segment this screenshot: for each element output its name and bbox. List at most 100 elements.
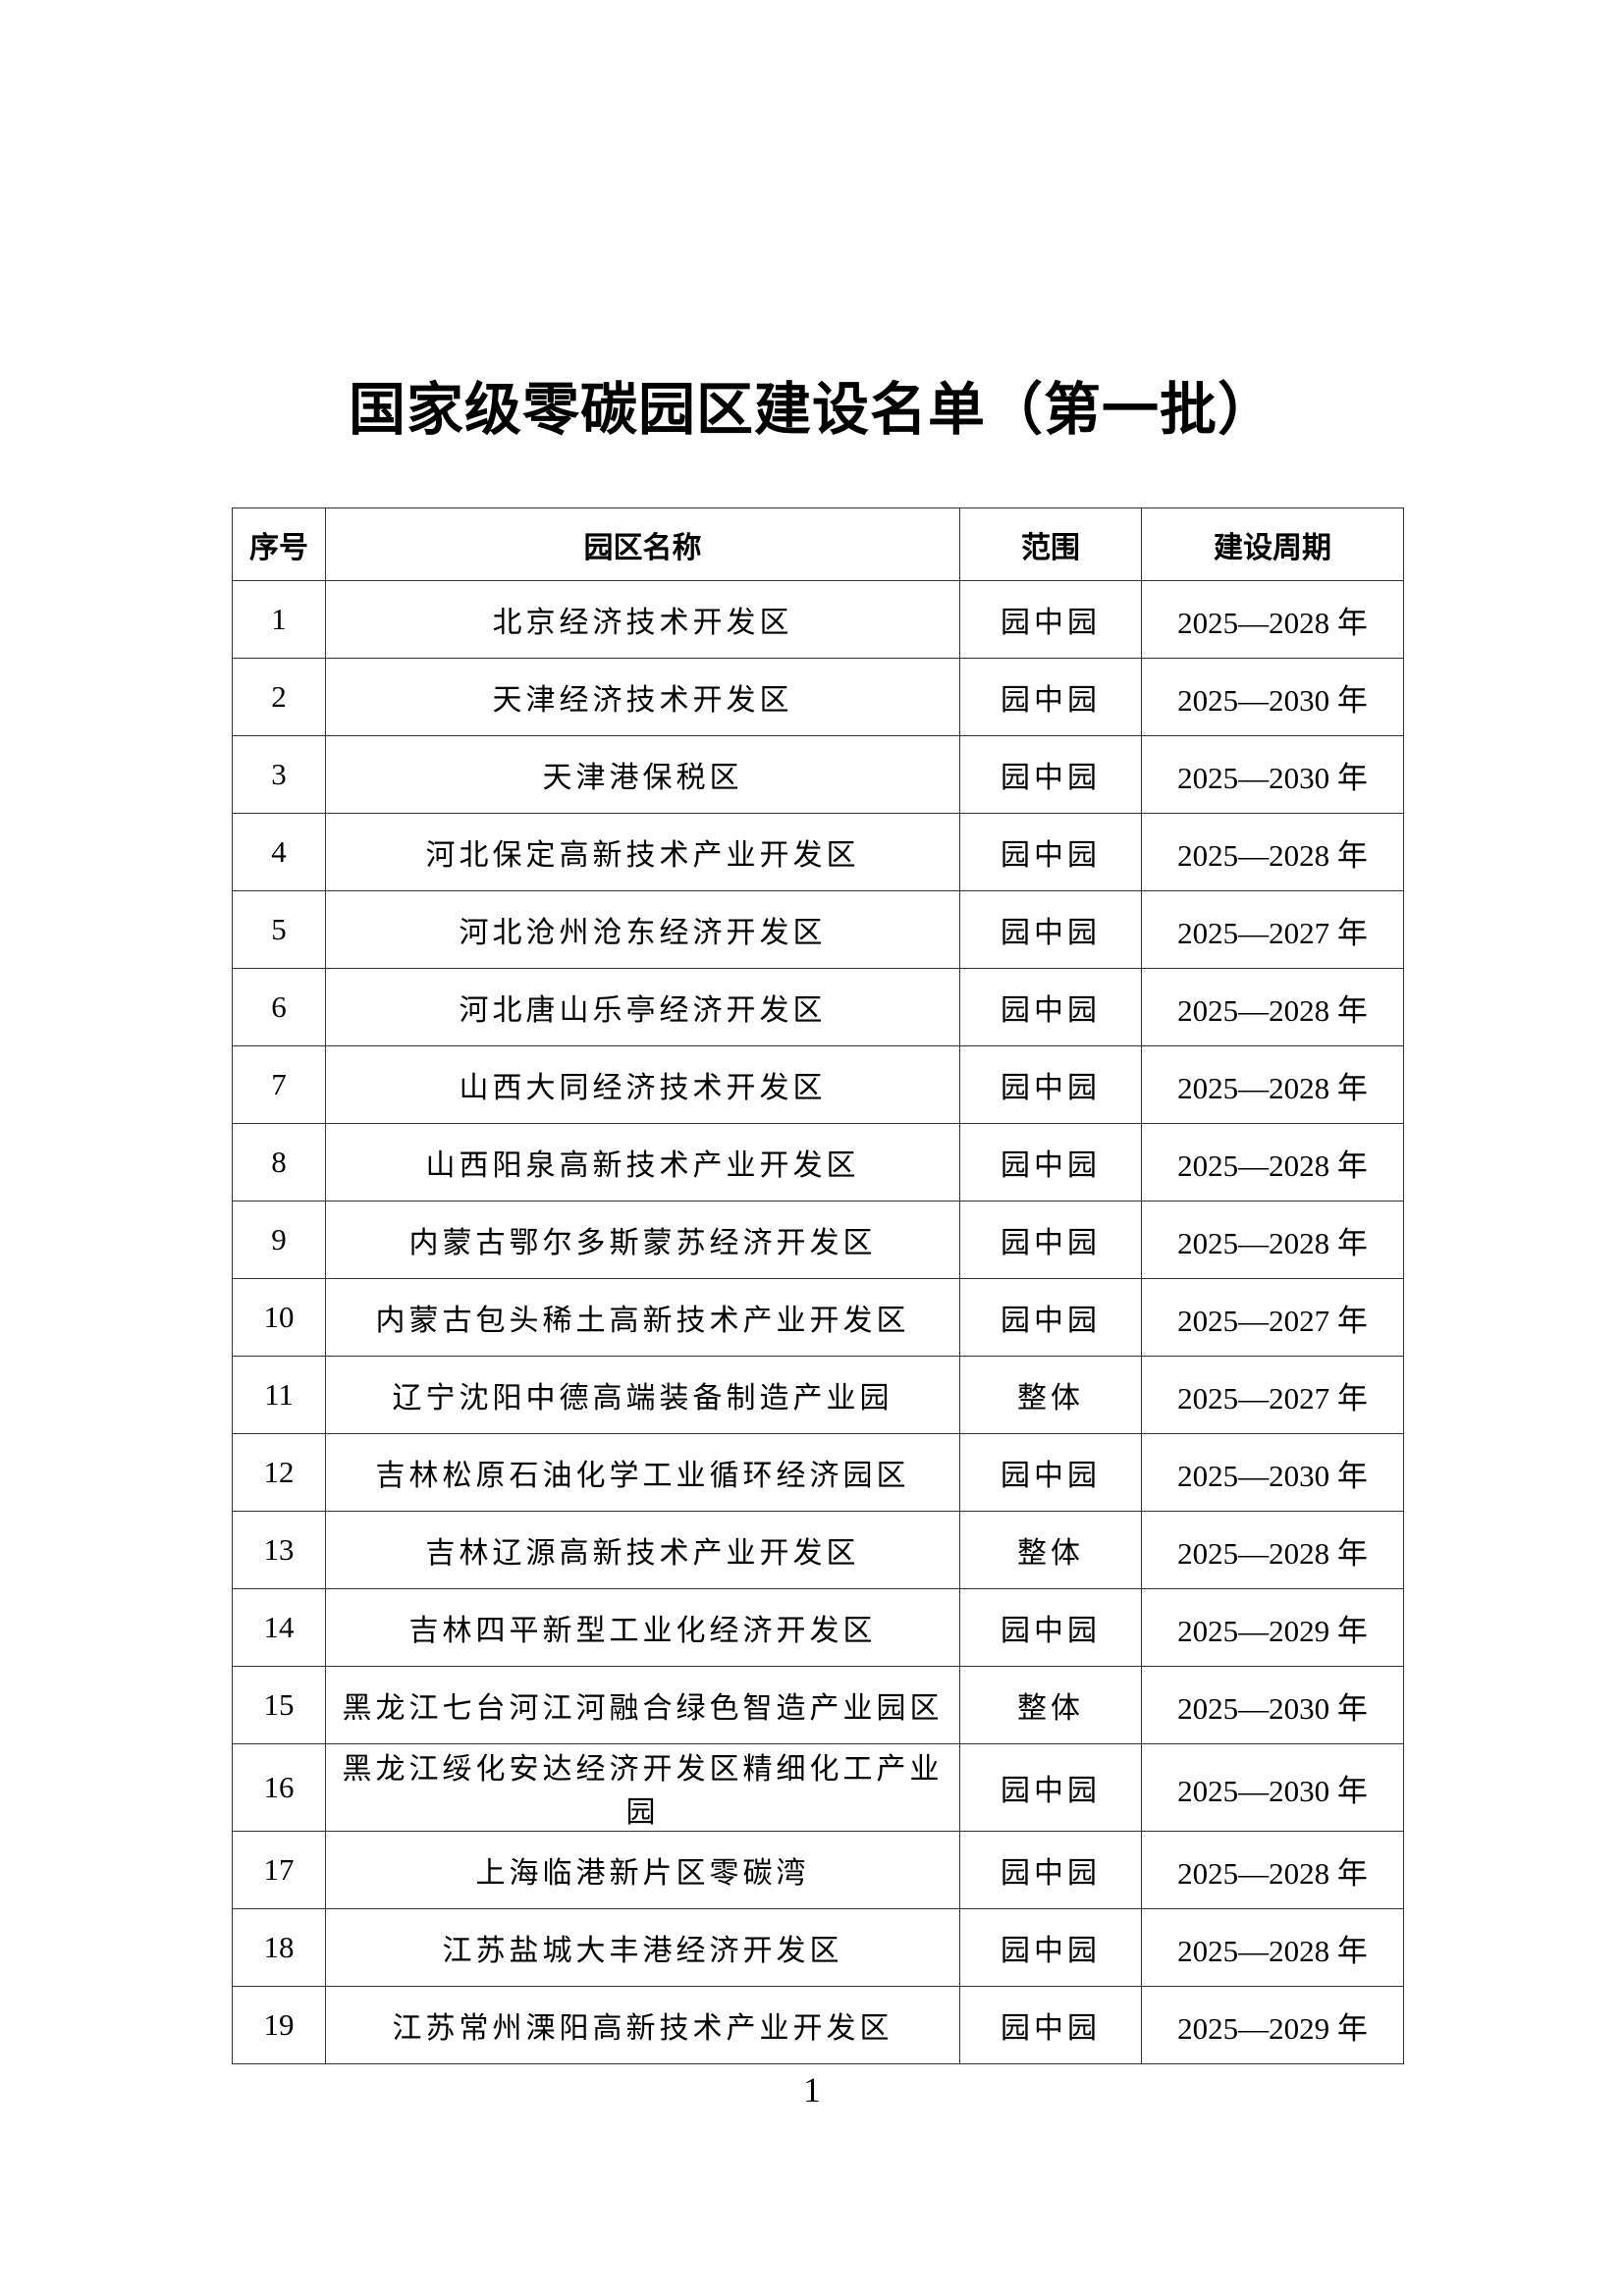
construction-period: 2025—2028 年 <box>1141 1045 1404 1124</box>
table-row: 10 内蒙古包头稀土高新技术产业开发区 园中园 2025—2027 年 <box>232 1278 1404 1357</box>
table-row: 11 辽宁沈阳中德高端装备制造产业园 整体 2025—2027 年 <box>232 1356 1404 1434</box>
row-number: 8 <box>232 1123 326 1201</box>
table-row: 7 山西大同经济技术开发区 园中园 2025—2028 年 <box>232 1045 1404 1124</box>
park-scope: 园中园 <box>959 813 1142 891</box>
construction-period: 2025—2030 年 <box>1141 1743 1404 1832</box>
row-number: 4 <box>232 813 326 891</box>
park-scope: 园中园 <box>959 1433 1142 1512</box>
park-scope: 园中园 <box>959 1831 1142 1909</box>
park-name: 辽宁沈阳中德高端装备制造产业园 <box>325 1356 960 1434</box>
construction-period: 2025—2027 年 <box>1141 1278 1404 1357</box>
table-row: 2 天津经济技术开发区 园中园 2025—2030 年 <box>232 658 1404 736</box>
park-name: 黑龙江七台河江河融合绿色智造产业园区 <box>325 1666 960 1744</box>
park-name: 吉林辽源高新技术产业开发区 <box>325 1511 960 1589</box>
park-scope: 园中园 <box>959 1588 1142 1667</box>
row-number: 6 <box>232 968 326 1046</box>
construction-period: 2025—2028 年 <box>1141 1831 1404 1909</box>
table-row: 12 吉林松原石油化学工业循环经济园区 园中园 2025—2030 年 <box>232 1433 1404 1512</box>
header-park-name: 园区名称 <box>325 507 960 581</box>
table-row: 17 上海临港新片区零碳湾 园中园 2025—2028 年 <box>232 1831 1404 1909</box>
park-name: 山西大同经济技术开发区 <box>325 1045 960 1124</box>
park-scope: 园中园 <box>959 580 1142 659</box>
park-name: 河北唐山乐亭经济开发区 <box>325 968 960 1046</box>
construction-period: 2025—2030 年 <box>1141 735 1404 814</box>
row-number: 7 <box>232 1045 326 1124</box>
construction-period: 2025—2030 年 <box>1141 658 1404 736</box>
park-scope: 整体 <box>959 1666 1142 1744</box>
row-number: 10 <box>232 1278 326 1357</box>
park-name: 天津港保税区 <box>325 735 960 814</box>
table-header-row: 序号 园区名称 范围 建设周期 <box>232 507 1404 581</box>
header-period: 建设周期 <box>1141 507 1404 581</box>
construction-period: 2025—2028 年 <box>1141 1123 1404 1201</box>
page-number: 1 <box>803 2070 821 2109</box>
table-row: 4 河北保定高新技术产业开发区 园中园 2025—2028 年 <box>232 813 1404 891</box>
row-number: 16 <box>232 1743 326 1832</box>
park-scope: 整体 <box>959 1511 1142 1589</box>
table-row: 1 北京经济技术开发区 园中园 2025—2028 年 <box>232 580 1404 659</box>
park-name: 江苏盐城大丰港经济开发区 <box>325 1908 960 1987</box>
table-row: 15 黑龙江七台河江河融合绿色智造产业园区 整体 2025—2030 年 <box>232 1666 1404 1744</box>
table-row: 16 黑龙江绥化安达经济开发区精细化工产业园 园中园 2025—2030 年 <box>232 1743 1404 1832</box>
park-scope: 园中园 <box>959 890 1142 969</box>
document-title: 国家级零碳园区建设名单（第一批） <box>348 376 1275 443</box>
row-number: 5 <box>232 890 326 969</box>
construction-period: 2025—2030 年 <box>1141 1666 1404 1744</box>
park-name: 黑龙江绥化安达经济开发区精细化工产业园 <box>325 1743 960 1832</box>
row-number: 18 <box>232 1908 326 1987</box>
park-scope: 整体 <box>959 1356 1142 1434</box>
table-row: 6 河北唐山乐亭经济开发区 园中园 2025—2028 年 <box>232 968 1404 1046</box>
table-row: 5 河北沧州沧东经济开发区 园中园 2025—2027 年 <box>232 890 1404 969</box>
park-name: 吉林四平新型工业化经济开发区 <box>325 1588 960 1667</box>
park-scope: 园中园 <box>959 658 1142 736</box>
park-name: 内蒙古包头稀土高新技术产业开发区 <box>325 1278 960 1357</box>
park-name: 江苏常州溧阳高新技术产业开发区 <box>325 1986 960 2064</box>
row-number: 2 <box>232 658 326 736</box>
park-name: 天津经济技术开发区 <box>325 658 960 736</box>
header-scope: 范围 <box>959 507 1142 581</box>
row-number: 9 <box>232 1201 326 1279</box>
park-name: 内蒙古鄂尔多斯蒙苏经济开发区 <box>325 1201 960 1279</box>
park-scope: 园中园 <box>959 1908 1142 1987</box>
park-scope: 园中园 <box>959 735 1142 814</box>
park-name: 北京经济技术开发区 <box>325 580 960 659</box>
row-number: 15 <box>232 1666 326 1744</box>
park-name: 吉林松原石油化学工业循环经济园区 <box>325 1433 960 1512</box>
row-number: 12 <box>232 1433 326 1512</box>
row-number: 3 <box>232 735 326 814</box>
row-number: 11 <box>232 1356 326 1434</box>
park-scope: 园中园 <box>959 1201 1142 1279</box>
construction-period: 2025—2027 年 <box>1141 890 1404 969</box>
construction-period: 2025—2028 年 <box>1141 813 1404 891</box>
table-row: 19 江苏常州溧阳高新技术产业开发区 园中园 2025—2029 年 <box>232 1986 1404 2064</box>
row-number: 17 <box>232 1831 326 1909</box>
table-row: 13 吉林辽源高新技术产业开发区 整体 2025—2028 年 <box>232 1511 1404 1589</box>
park-name: 上海临港新片区零碳湾 <box>325 1831 960 1909</box>
table-row: 8 山西阳泉高新技术产业开发区 园中园 2025—2028 年 <box>232 1123 1404 1201</box>
construction-period: 2025—2029 年 <box>1141 1588 1404 1667</box>
construction-period: 2025—2028 年 <box>1141 1201 1404 1279</box>
park-list-table: 序号 园区名称 范围 建设周期 1 北京经济技术开发区 园中园 2025—2028 年… <box>232 507 1404 2064</box>
park-name: 河北沧州沧东经济开发区 <box>325 890 960 969</box>
table-row: 9 内蒙古鄂尔多斯蒙苏经济开发区 园中园 2025—2028 年 <box>232 1201 1404 1279</box>
table-row: 3 天津港保税区 园中园 2025—2030 年 <box>232 735 1404 814</box>
construction-period: 2025—2028 年 <box>1141 1511 1404 1589</box>
row-number: 19 <box>232 1986 326 2064</box>
park-scope: 园中园 <box>959 968 1142 1046</box>
row-number: 14 <box>232 1588 326 1667</box>
row-number: 13 <box>232 1511 326 1589</box>
park-scope: 园中园 <box>959 1045 1142 1124</box>
construction-period: 2025—2027 年 <box>1141 1356 1404 1434</box>
construction-period: 2025—2028 年 <box>1141 580 1404 659</box>
row-number: 1 <box>232 580 326 659</box>
construction-period: 2025—2028 年 <box>1141 968 1404 1046</box>
construction-period: 2025—2028 年 <box>1141 1908 1404 1987</box>
park-scope: 园中园 <box>959 1743 1142 1832</box>
construction-period: 2025—2029 年 <box>1141 1986 1404 2064</box>
park-scope: 园中园 <box>959 1123 1142 1201</box>
construction-period: 2025—2030 年 <box>1141 1433 1404 1512</box>
table-row: 18 江苏盐城大丰港经济开发区 园中园 2025—2028 年 <box>232 1908 1404 1987</box>
header-number: 序号 <box>232 507 326 581</box>
park-name: 山西阳泉高新技术产业开发区 <box>325 1123 960 1201</box>
park-scope: 园中园 <box>959 1986 1142 2064</box>
